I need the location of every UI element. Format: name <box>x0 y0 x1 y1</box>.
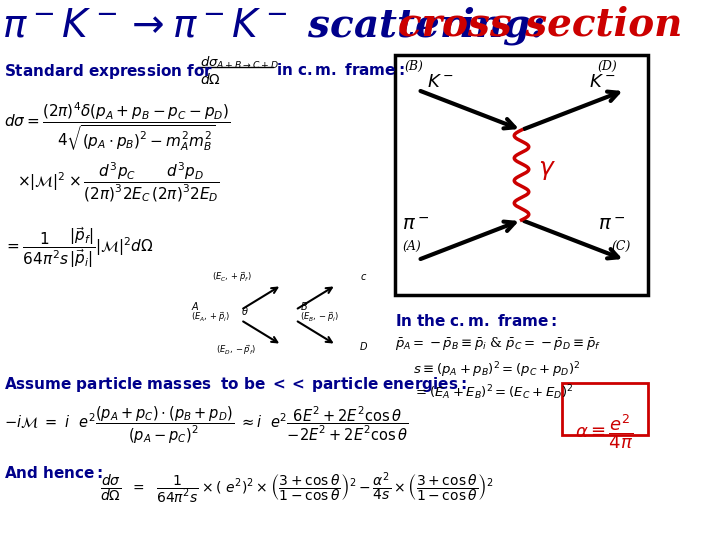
Bar <box>562 383 648 435</box>
Text: $\pi^-$: $\pi^-$ <box>598 216 625 234</box>
Text: $K^-$: $K^-$ <box>589 73 616 91</box>
Text: $\bf{in\ c.m.\ frame:}$: $\bf{in\ c.m.\ frame:}$ <box>276 62 405 78</box>
Text: $\alpha \equiv \dfrac{e^2}{4\pi}$: $\alpha \equiv \dfrac{e^2}{4\pi}$ <box>575 412 634 451</box>
Text: $B$: $B$ <box>300 300 308 312</box>
Text: $\gamma$: $\gamma$ <box>538 158 556 182</box>
Text: $\bf{And\ hence:}$: $\bf{And\ hence:}$ <box>4 465 103 481</box>
Text: $\pi^-K^- \rightarrow \pi^-K^-$ scattering:: $\pi^-K^- \rightarrow \pi^-K^-$ scatteri… <box>2 5 546 47</box>
Text: $(E_D,-\vec{p}_f)$: $(E_D,-\vec{p}_f)$ <box>216 343 256 357</box>
Text: $d\sigma_{A+B\rightarrow C+D}$: $d\sigma_{A+B\rightarrow C+D}$ <box>200 55 279 71</box>
Text: $\bf{In\ the\ c.m.\ frame:}$: $\bf{In\ the\ c.m.\ frame:}$ <box>395 313 558 329</box>
Text: $\pi^-$: $\pi^-$ <box>402 216 430 234</box>
Text: $D$: $D$ <box>359 340 368 352</box>
Text: cross section: cross section <box>398 5 683 43</box>
Text: (B): (B) <box>405 60 423 73</box>
Text: $\bf{Assume\ particle\ masses\ \ to\ be\ <<\ particle\ energies:}$: $\bf{Assume\ particle\ masses\ \ to\ be\… <box>4 375 467 394</box>
Text: $K^-$: $K^-$ <box>427 73 454 91</box>
Text: (C): (C) <box>611 240 631 253</box>
Text: $= (E_A+E_B)^2 = (E_C+E_D)^2$: $= (E_A+E_B)^2 = (E_C+E_D)^2$ <box>413 383 574 402</box>
Text: $\bf{Standard\ expression\ for}$: $\bf{Standard\ expression\ for}$ <box>4 62 213 81</box>
Text: (A): (A) <box>402 240 421 253</box>
Text: (D): (D) <box>598 60 618 73</box>
Text: $d\Omega$: $d\Omega$ <box>200 72 221 87</box>
Bar <box>395 55 648 295</box>
Text: $\bar{p}_A = -\bar{p}_B \equiv \bar{p}_i$ & $\bar{p}_C = -\bar{p}_D \equiv \bar{: $\bar{p}_A = -\bar{p}_B \equiv \bar{p}_i… <box>395 335 601 352</box>
Text: $\theta$: $\theta$ <box>240 305 248 317</box>
Text: $(E_B,-\vec{p}_i)$: $(E_B,-\vec{p}_i)$ <box>300 310 339 324</box>
Text: $A$: $A$ <box>191 300 199 312</box>
Text: $= \dfrac{1}{64\pi^2 s} \dfrac{|\vec{p}_f|}{|\vec{p}_i|} |\mathcal{M}|^2 d\Omega: $= \dfrac{1}{64\pi^2 s} \dfrac{|\vec{p}_… <box>4 225 153 269</box>
Text: $c$: $c$ <box>360 272 367 282</box>
Text: $s \equiv (p_A+p_B)^2 = (p_C+p_D)^2$: $s \equiv (p_A+p_B)^2 = (p_C+p_D)^2$ <box>413 360 581 380</box>
Text: $(E_C,+\vec{p}_f)$: $(E_C,+\vec{p}_f)$ <box>212 270 251 284</box>
Text: $\dfrac{d\sigma}{d\Omega}\ \ =\ \ \dfrac{1}{64\pi^2 s}\times\left(\ e^2\right)^2: $\dfrac{d\sigma}{d\Omega}\ \ =\ \ \dfrac… <box>100 470 494 505</box>
Text: $-i\mathcal{M}\ =\ i\ \ e^2\dfrac{(p_A+p_C)\cdot(p_B+p_D)}{(p_A-p_C)^2}\ \approx: $-i\mathcal{M}\ =\ i\ \ e^2\dfrac{(p_A+p… <box>4 405 408 446</box>
Text: $(E_A,+\vec{p}_i)$: $(E_A,+\vec{p}_i)$ <box>191 310 230 324</box>
Text: $d\sigma = \dfrac{(2\pi)^4 \delta(p_A + p_B - p_C - p_D)}{4\sqrt{(p_A \cdot p_B): $d\sigma = \dfrac{(2\pi)^4 \delta(p_A + … <box>4 100 230 153</box>
Text: $\times |\mathcal{M}|^2 \times \dfrac{d^3p_C}{(2\pi)^3 2E_C} \dfrac{d^3p_D}{(2\p: $\times |\mathcal{M}|^2 \times \dfrac{d^… <box>17 160 220 204</box>
